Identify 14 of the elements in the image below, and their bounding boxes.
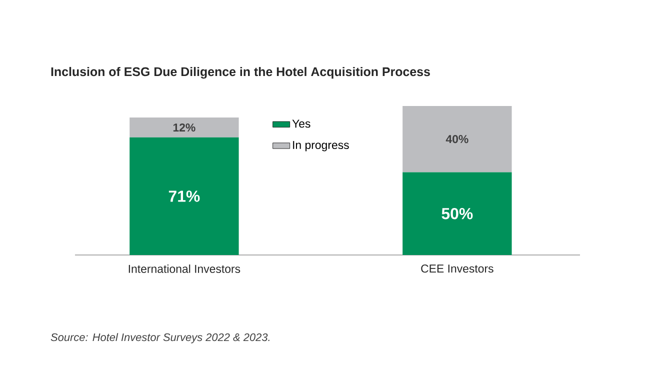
source-note: Source: Hotel Investor Surveys 2022 & 2023. xyxy=(50,333,270,344)
data-label: 50% xyxy=(442,208,473,220)
bar xyxy=(130,137,239,255)
x-tick-label: CEE Investors xyxy=(421,264,494,273)
data-label: 71% xyxy=(168,190,200,202)
data-label: 12% xyxy=(173,123,196,132)
legend-label: Yes xyxy=(292,120,310,128)
bar xyxy=(402,172,512,255)
x-tick-label: International Investors xyxy=(128,264,240,273)
bar xyxy=(402,106,512,172)
chart-title: Inclusion of ESG Due Diligence in the Hotel Acquisition Process xyxy=(51,66,430,79)
legend-label: In progress xyxy=(293,141,349,152)
data-label: 40% xyxy=(446,135,468,144)
bar xyxy=(130,118,239,138)
